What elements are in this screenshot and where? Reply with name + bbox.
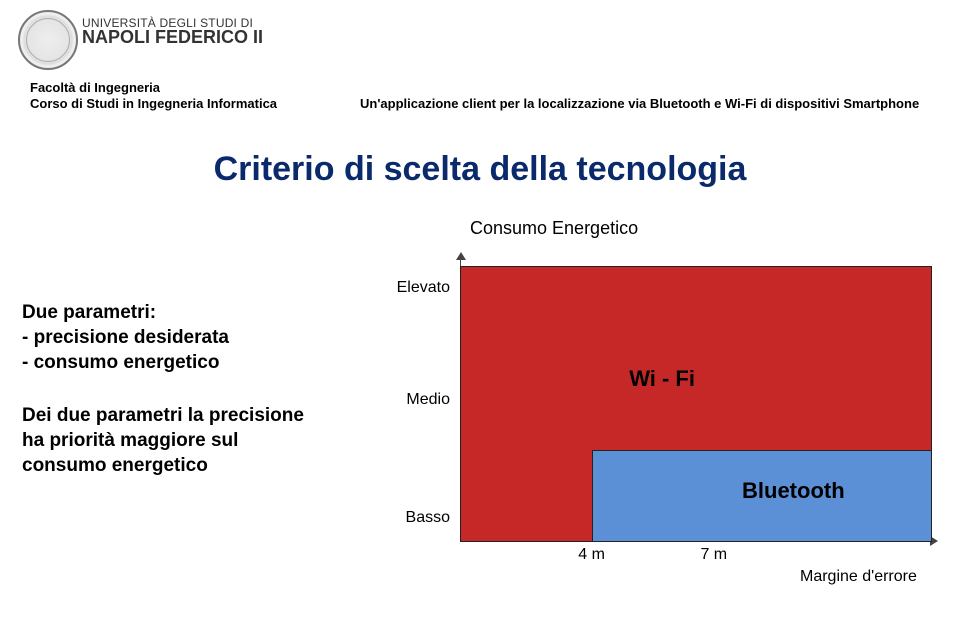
chart: Wi - Fi Bluetooth Elevato Medio Basso 4 m 7 … [400,260,940,600]
faculty-line2: Corso di Studi in Ingegneria Informatica [30,96,277,112]
x-tick-label: 4 m [578,546,605,564]
logo-block: UNIVERSITÀ DEGLI STUDI DI NAPOLI FEDERIC… [18,10,268,80]
series-label: Bluetooth [742,478,845,504]
plot-area: Wi - Fi Bluetooth [460,260,930,540]
slide-subtitle: Un'applicazione client per la localizzaz… [360,96,919,111]
y-tick-label: Basso [406,509,450,527]
arrow-up-icon [456,252,466,260]
params-block: Due parametri: - precisione desiderata -… [22,300,322,375]
faculty-line1: Facoltà di Ingegneria [30,80,277,96]
left-text-block: Due parametri: - precisione desiderata -… [22,300,322,478]
priority-statement: Dei due parametri la precisione ha prior… [22,403,322,478]
chart-title: Consumo Energetico [470,218,638,239]
x-tick-label: 7 m [700,546,727,564]
university-name: UNIVERSITÀ DEGLI STUDI DI NAPOLI FEDERIC… [82,16,263,44]
y-axis-labels: Elevato Medio Basso [400,260,456,540]
slide-title: Criterio di scelta della tecnologia [0,150,960,189]
params-item-1: - precisione desiderata [22,325,322,350]
header: UNIVERSITÀ DEGLI STUDI DI NAPOLI FEDERIC… [0,0,960,120]
uni-line2: NAPOLI FEDERICO II [82,30,263,44]
params-heading: Due parametri: [22,300,322,325]
y-tick-label: Medio [406,391,450,409]
series-label: Wi - Fi [629,366,695,392]
params-item-2: - consumo energetico [22,350,322,375]
x-axis-title: Margine d'errore [800,568,917,586]
y-tick-label: Elevato [397,279,450,297]
faculty-block: Facoltà di Ingegneria Corso di Studi in … [30,80,277,112]
university-seal-icon [18,10,78,70]
x-axis-labels: 4 m 7 m [460,546,930,570]
